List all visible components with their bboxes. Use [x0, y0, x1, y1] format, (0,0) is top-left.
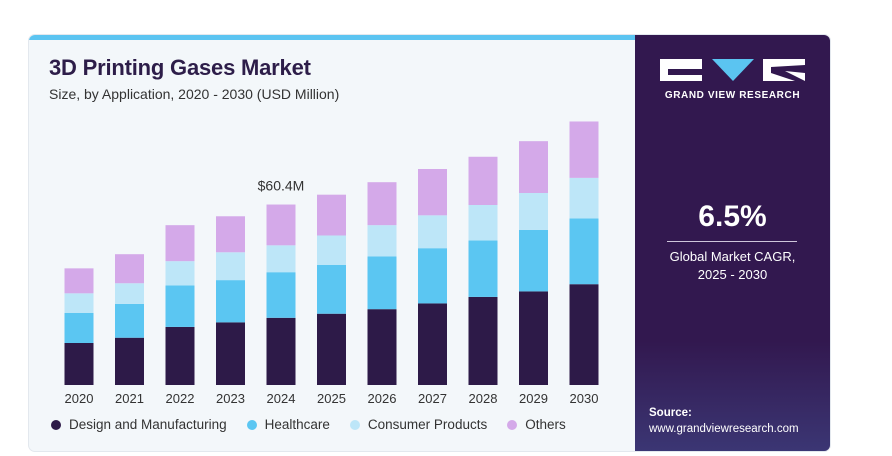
- bar-segment-2026-healthcare: [367, 256, 397, 310]
- bar-segment-2020-consumer-products: [64, 293, 94, 313]
- bar-segment-2025-healthcare: [317, 265, 346, 314]
- cagr-label-line1: Global Market CAGR,: [669, 249, 796, 264]
- x-tick-label: 2022: [166, 391, 195, 406]
- cagr-value: 6.5%: [698, 200, 767, 233]
- x-tick-label: 2028: [469, 391, 498, 406]
- bar-segment-2029-design-and-manufacturing: [519, 291, 548, 385]
- bar-segment-2025-design-and-manufacturing: [317, 313, 346, 385]
- bar-segment-2028-others: [468, 156, 498, 205]
- stacked-bar-chart: 2020 2021 2022 2023 2024 $60.4M 2025 2026 2027 20…: [64, 121, 599, 406]
- x-tick-label: 2030: [570, 391, 599, 406]
- divider: [667, 241, 797, 242]
- bar-segment-2025-others: [317, 194, 346, 236]
- cagr-label-line2: 2025 - 2030: [697, 267, 768, 282]
- bar-segment-2022-healthcare: [165, 285, 195, 327]
- chart-subtitle: Size, by Application, 2020 - 2030 (USD M…: [49, 86, 340, 102]
- bar-segment-2029-consumer-products: [519, 193, 548, 230]
- bar-segment-2030-consumer-products: [569, 177, 599, 219]
- bar-segment-2027-healthcare: [418, 248, 447, 304]
- legend-item-consumer-products: Consumer Products: [349, 417, 488, 432]
- bar-segment-2030-others: [569, 121, 599, 178]
- accent-bar: [29, 35, 635, 40]
- bar-segment-2026-design-and-manufacturing: [367, 309, 397, 385]
- bar-segment-2021-healthcare: [115, 303, 144, 338]
- chart-title: 3D Printing Gases Market: [49, 55, 311, 80]
- bar-segment-2022-consumer-products: [165, 261, 195, 286]
- legend-swatch: [51, 419, 61, 430]
- x-tick-label: 2023: [216, 391, 245, 406]
- bar-segment-2029-others: [519, 141, 548, 193]
- bar-segment-2022-others: [165, 225, 195, 262]
- bar-segment-2028-design-and-manufacturing: [468, 296, 498, 385]
- bar-segment-2027-design-and-manufacturing: [418, 303, 447, 385]
- legend-swatch: [246, 419, 257, 430]
- bar-segment-2023-consumer-products: [216, 252, 245, 281]
- source-label: Source:: [649, 407, 692, 419]
- bar-segment-2022-design-and-manufacturing: [165, 326, 195, 385]
- bar-segment-2021-others: [115, 254, 144, 284]
- x-tick-label: 2027: [418, 391, 447, 406]
- chart-card: 3D Printing Gases Market Size, by Applic…: [29, 35, 830, 451]
- bar-segment-2030-design-and-manufacturing: [569, 284, 599, 385]
- bar-segment-2026-others: [367, 182, 397, 226]
- x-tick-label: 2021: [115, 391, 144, 406]
- brand-logo: GRAND VIEW RESEARCH: [660, 57, 805, 101]
- decorative-wave: [635, 341, 830, 451]
- bar-segment-2021-consumer-products: [115, 283, 144, 304]
- bar-segment-2030-healthcare: [569, 218, 599, 285]
- legend-swatch: [507, 419, 518, 430]
- source-note: Source: www.grandviewresearch.com: [649, 405, 799, 437]
- x-tick-label: 2024: [267, 391, 296, 406]
- bar-segment-2024-healthcare: [266, 272, 296, 318]
- legend-item-healthcare: Healthcare: [246, 417, 330, 432]
- bar-segment-2020-others: [64, 268, 94, 294]
- legend-swatch: [349, 419, 360, 430]
- bar-segment-2024-others: [266, 204, 296, 246]
- bar-segment-2023-design-and-manufacturing: [216, 322, 245, 385]
- x-tick-label: 2020: [65, 391, 94, 406]
- legend-label: Healthcare: [264, 417, 330, 432]
- bar-segment-2020-healthcare: [64, 313, 94, 343]
- bar-segment-2027-others: [418, 169, 447, 216]
- bar-segment-2023-others: [216, 216, 245, 253]
- bar-segment-2023-healthcare: [216, 280, 245, 323]
- cagr-label: Global Market CAGR, 2025 - 2030: [635, 248, 830, 284]
- bar-segment-2028-consumer-products: [468, 205, 498, 241]
- legend-label: Consumer Products: [367, 417, 488, 432]
- bar-segment-2028-healthcare: [468, 240, 498, 297]
- bar-segment-2026-consumer-products: [367, 225, 397, 257]
- bar-segment-2029-healthcare: [519, 229, 548, 292]
- grand-view-research-logo-icon: [660, 59, 805, 81]
- source-link[interactable]: www.grandviewresearch.com: [649, 423, 799, 435]
- legend-label: Others: [525, 417, 566, 432]
- bar-segment-2021-design-and-manufacturing: [115, 337, 144, 385]
- bar-segment-2024-design-and-manufacturing: [266, 317, 296, 385]
- bar-segment-2027-consumer-products: [418, 215, 447, 249]
- bar-segment-2020-design-and-manufacturing: [64, 343, 94, 385]
- legend-item-design-manufacturing: Design and Manufacturing: [51, 417, 227, 432]
- legend-item-others: Others: [507, 417, 566, 432]
- bar-segment-2024-consumer-products: [266, 245, 296, 273]
- legend-label: Design and Manufacturing: [69, 417, 227, 432]
- data-label-2024: $60.4M: [258, 178, 305, 194]
- x-tick-label: 2025: [317, 391, 346, 406]
- x-tick-label: 2029: [519, 391, 548, 406]
- brand-name: GRAND VIEW RESEARCH: [664, 90, 801, 101]
- bar-segment-2025-consumer-products: [317, 235, 346, 265]
- chart-legend: Design and Manufacturing Healthcare Cons…: [51, 417, 566, 432]
- x-tick-label: 2026: [368, 391, 397, 406]
- side-panel: GRAND VIEW RESEARCH 6.5% Global Market C…: [635, 35, 830, 451]
